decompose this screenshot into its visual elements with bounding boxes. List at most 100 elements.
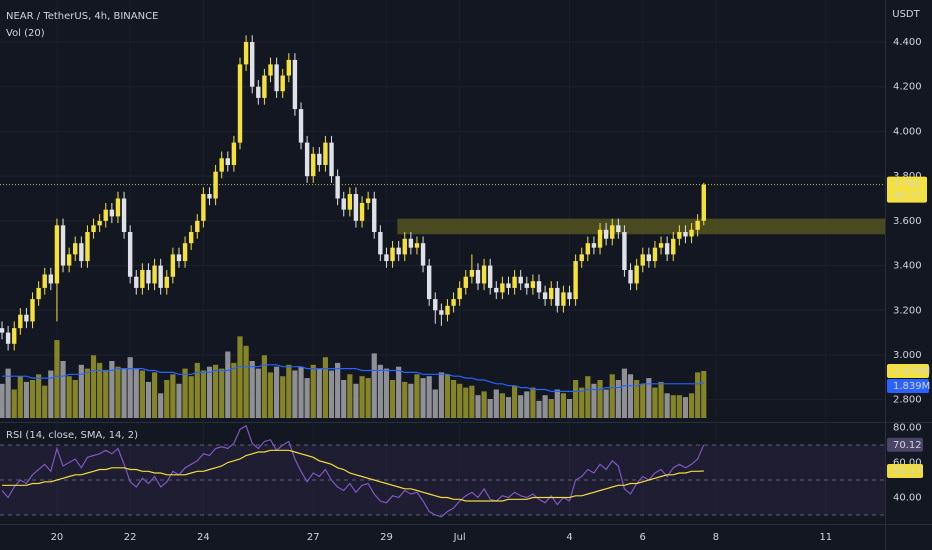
candle-body [664, 243, 670, 255]
rsi-tick-label: 60.00 [893, 458, 922, 469]
volume-bar [560, 393, 567, 418]
candle-body [195, 220, 200, 233]
candle-body [353, 194, 359, 221]
candle-body [335, 176, 340, 199]
rsi-sma-line [2, 449, 704, 502]
candle-body [487, 265, 493, 288]
candle-body [414, 243, 420, 248]
x-tick-label: 11 [819, 532, 832, 543]
volume-bar [475, 395, 481, 418]
y-tick-label: 3.000 [893, 350, 922, 361]
candle-body [188, 232, 194, 244]
candle-body [652, 247, 658, 262]
candle-body [365, 198, 371, 203]
volume-bar [450, 380, 457, 418]
candle-body [66, 254, 72, 266]
candle-body [54, 225, 60, 284]
candle-body [134, 276, 139, 288]
volume-bar [200, 370, 206, 418]
volume-bar [365, 378, 371, 418]
volume-bar [103, 370, 109, 418]
candle-body [341, 198, 346, 210]
volume-bar [60, 361, 66, 418]
volume-bar [127, 357, 133, 418]
volume-bar [359, 376, 365, 418]
rsi-label-bg [887, 437, 923, 452]
candle-body [463, 276, 468, 288]
candle-body [170, 254, 176, 277]
volume-bar [225, 351, 231, 418]
volume-bar [579, 387, 585, 418]
candle-body [402, 238, 407, 255]
volume-bar [115, 366, 121, 418]
volume-bar [90, 355, 97, 418]
candle-body [689, 229, 694, 237]
volume-bar [219, 368, 225, 418]
price-zone [397, 218, 885, 235]
volume-bar [121, 368, 127, 418]
volume-label: 2.476M [893, 366, 930, 377]
volume-bar [530, 387, 536, 418]
x-tick-label: 8 [713, 532, 719, 543]
volume-bar [377, 364, 383, 418]
candle-body [701, 184, 706, 221]
volume-bar [164, 380, 170, 418]
candle-body [646, 254, 652, 262]
volume-ma-label: 1.839M [893, 381, 930, 392]
last-price-label: 3.762 [893, 179, 922, 190]
volume-title: Vol (20) [6, 28, 45, 39]
volume-bar [670, 395, 676, 418]
volume-ma-label-bg [887, 378, 929, 393]
candle-body [286, 59, 292, 76]
candle-body [268, 64, 273, 76]
volume-bar [688, 393, 695, 418]
candle-body [396, 247, 401, 255]
volume-bar [658, 381, 664, 418]
volume-bar [646, 378, 652, 418]
candle-body [585, 243, 591, 255]
candle-body [445, 305, 450, 315]
volume-bar [274, 366, 280, 418]
rsi-sma-label: 55.17 [893, 466, 922, 477]
volume-bar [23, 381, 30, 418]
volume-bar [17, 376, 23, 418]
volume-bar [151, 372, 158, 418]
candle-body [518, 276, 523, 284]
candle-body [597, 229, 603, 248]
volume-bar [695, 372, 701, 418]
rsi-sma-label-bg [887, 463, 923, 478]
volume-bar [316, 368, 322, 418]
volume-bar [78, 364, 84, 418]
candle-body [439, 310, 444, 315]
candle-body [451, 299, 456, 306]
volume-bar [444, 374, 451, 418]
candle-body [512, 276, 517, 288]
volume-bar [66, 376, 72, 418]
x-tick-label: Jul [453, 532, 466, 543]
volume-bar [402, 381, 408, 418]
candle-body [603, 229, 609, 239]
volume-bar [261, 355, 268, 418]
volume-bar [347, 374, 353, 418]
candle-body [475, 270, 481, 284]
volume-bar [176, 383, 182, 418]
candle-body [85, 232, 90, 262]
volume-bar [420, 378, 426, 418]
volume-bar [29, 380, 36, 418]
volume-bar [414, 374, 420, 418]
volume-bar [682, 397, 689, 418]
volume-bar [109, 361, 115, 418]
candle-body [433, 299, 438, 311]
candle-body [146, 270, 151, 284]
candle-body [280, 75, 285, 92]
volume-bar [341, 380, 347, 418]
volume-bar [554, 389, 560, 418]
candle-body [524, 283, 530, 288]
volume-ma-line [2, 364, 704, 392]
candle-body [530, 281, 536, 288]
candle-body [549, 287, 554, 300]
volume-bar [566, 399, 573, 418]
volume-bar [573, 380, 579, 418]
candle-body [384, 254, 389, 262]
candle-body [329, 142, 334, 177]
